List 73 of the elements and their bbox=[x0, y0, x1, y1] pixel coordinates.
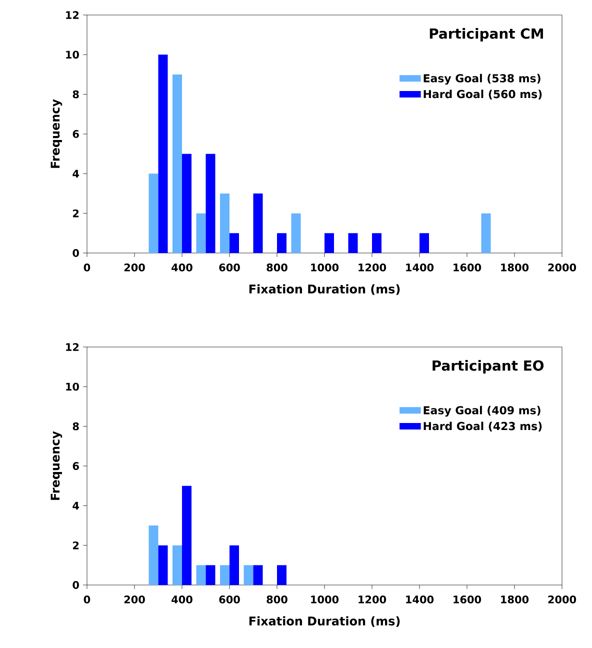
text: Participant CM bbox=[430, 28, 543, 42]
bar bbox=[182, 486, 192, 585]
y-tick-label: 6 bbox=[72, 130, 79, 138]
bar bbox=[420, 233, 430, 253]
text: Participant EO bbox=[432, 360, 544, 374]
x-tick-label: 800 bbox=[266, 264, 288, 272]
bar bbox=[348, 233, 358, 253]
y-axis-title: Frequency bbox=[50, 99, 62, 168]
x-tick-label: 1000 bbox=[311, 264, 339, 272]
legend-label: Easy Goal (538 ms) bbox=[424, 74, 540, 85]
x-axis-title: Fixation Duration (ms) bbox=[249, 616, 400, 627]
x-tick-label: 200 bbox=[124, 264, 145, 272]
y-tick-label: 6 bbox=[72, 462, 79, 470]
y-tick-label: 2 bbox=[73, 209, 79, 218]
x-tick-label: 1600 bbox=[454, 596, 482, 604]
bar bbox=[291, 213, 301, 253]
x-tick-label: 1400 bbox=[406, 264, 434, 272]
y-tick-label: 10 bbox=[66, 382, 79, 391]
x-tick-label: 0 bbox=[84, 596, 90, 604]
x-tick-label: 1800 bbox=[501, 596, 529, 604]
x-tick-label: 200 bbox=[124, 596, 145, 604]
bar bbox=[277, 565, 286, 585]
legend-label: Hard Goal (560 ms) bbox=[424, 90, 542, 100]
bar bbox=[148, 526, 158, 585]
bar bbox=[220, 193, 230, 253]
x-tick-label: 1000 bbox=[311, 596, 339, 604]
x-tick-label: 1400 bbox=[406, 596, 434, 604]
bar bbox=[182, 154, 192, 253]
y-axis-title: Frequency bbox=[50, 431, 62, 500]
x-tick-label: 1200 bbox=[358, 596, 386, 604]
bar bbox=[372, 233, 382, 253]
bar bbox=[253, 193, 263, 253]
bar bbox=[158, 54, 168, 253]
bar bbox=[172, 545, 182, 585]
x-tick-label: 2000 bbox=[548, 596, 576, 604]
bar bbox=[220, 565, 230, 585]
y-tick-label: 4 bbox=[72, 170, 79, 178]
x-tick-label: 1200 bbox=[358, 264, 386, 272]
bar bbox=[253, 565, 263, 585]
bar bbox=[206, 154, 216, 253]
y-tick-label: 2 bbox=[73, 541, 79, 550]
y-tick-label: 8 bbox=[72, 422, 79, 430]
y-tick-label: 12 bbox=[66, 343, 79, 351]
x-tick-label: 600 bbox=[219, 596, 240, 604]
y-tick-label: 0 bbox=[72, 581, 79, 589]
legend-label: Easy Goal (409 ms) bbox=[424, 406, 540, 417]
x-tick-label: 2000 bbox=[548, 264, 576, 272]
y-tick-label: 10 bbox=[66, 50, 79, 59]
x-tick-label: 600 bbox=[219, 264, 240, 272]
y-tick-label: 12 bbox=[66, 11, 79, 19]
x-axis-title: Fixation Duration (ms) bbox=[249, 284, 400, 295]
x-tick-label: 1800 bbox=[501, 264, 529, 272]
bar bbox=[230, 545, 239, 585]
bar bbox=[324, 233, 334, 253]
bar bbox=[481, 213, 491, 253]
y-tick-label: 4 bbox=[72, 502, 79, 510]
bar bbox=[206, 565, 216, 585]
bar bbox=[244, 565, 254, 585]
x-tick-label: 0 bbox=[84, 264, 90, 272]
bar bbox=[277, 233, 286, 253]
x-tick-label: 400 bbox=[172, 264, 192, 272]
x-tick-label: 800 bbox=[266, 596, 288, 604]
bar bbox=[196, 213, 206, 253]
y-tick-label: 0 bbox=[72, 249, 79, 257]
bar bbox=[196, 565, 206, 585]
bar bbox=[172, 74, 182, 253]
x-tick-label: 400 bbox=[172, 596, 192, 604]
bar bbox=[230, 233, 239, 253]
y-tick-label: 8 bbox=[72, 90, 79, 98]
x-tick-label: 1600 bbox=[454, 264, 482, 272]
bar bbox=[148, 174, 158, 253]
bar bbox=[158, 545, 168, 585]
legend-label: Hard Goal (423 ms) bbox=[424, 422, 542, 432]
